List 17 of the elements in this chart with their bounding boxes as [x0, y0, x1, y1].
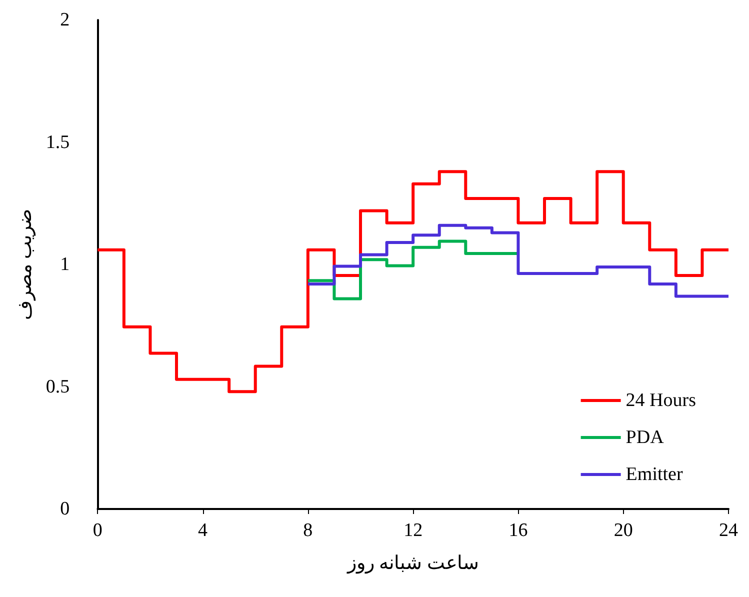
x-tick-label: 0	[92, 520, 102, 541]
legend-label: PDA	[626, 427, 664, 448]
legend-label: Emitter	[626, 464, 684, 485]
x-tick-label: 20	[614, 520, 633, 541]
x-tick-label: 16	[508, 520, 528, 541]
legend-label: 24 Hours	[626, 390, 696, 411]
y-tick-label: 0.5	[46, 376, 70, 398]
x-tick-label: 4	[198, 520, 208, 541]
y-tick-label: 1.5	[46, 132, 70, 153]
y-tick-label: 0	[60, 498, 70, 520]
x-tick-label: 12	[404, 520, 423, 541]
x-tick-label: 24	[719, 520, 738, 541]
y-axis-title: ضریب مصرف	[15, 209, 36, 320]
x-tick-label: 8	[303, 520, 313, 541]
x-axis-title: ساعت شبانه روز	[346, 553, 479, 574]
y-tick-label: 1	[60, 254, 70, 275]
y-tick-label: 2	[60, 10, 70, 30]
